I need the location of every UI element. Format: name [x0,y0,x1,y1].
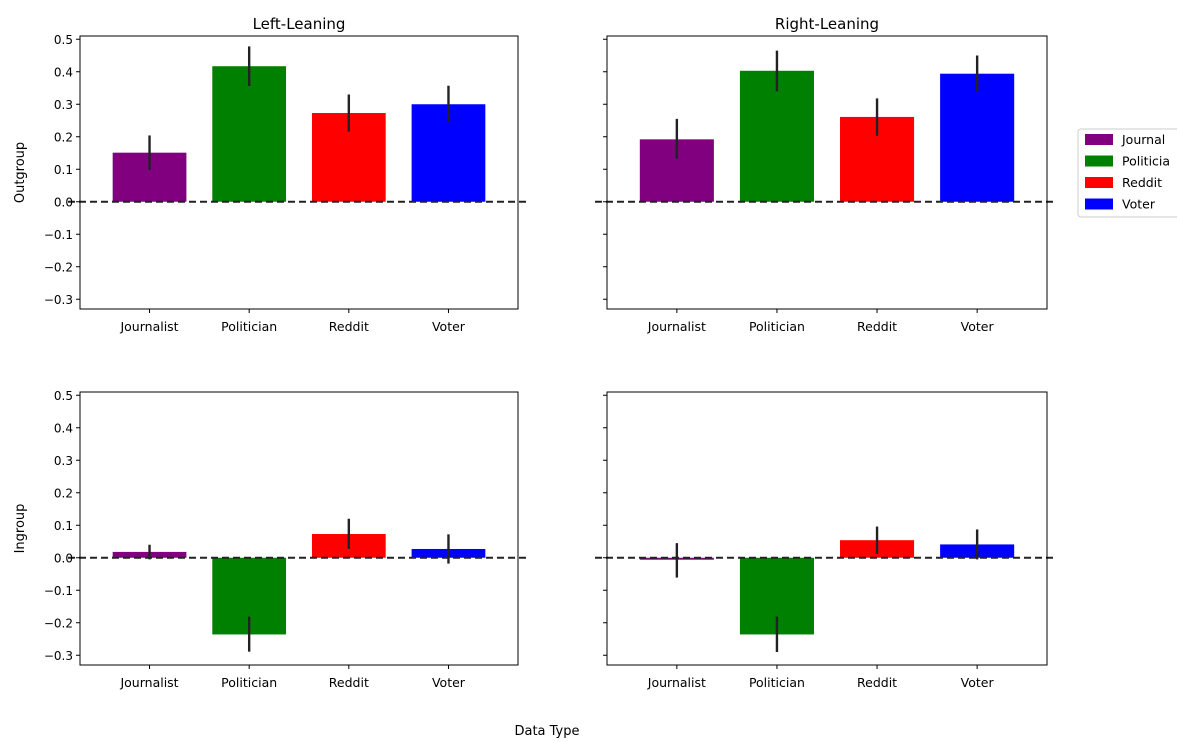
legend-label-voter: Voter [1122,197,1156,212]
y-tick-label: −0.2 [44,616,73,630]
x-tick-label: Journalist [647,319,706,334]
legend-swatch-politician [1085,155,1113,167]
x-tick-label: Voter [961,675,995,690]
y-tick-label: −0.1 [44,584,73,598]
legend-swatch-voter [1085,198,1113,210]
x-tick-label: Journalist [647,675,706,690]
x-tick-label: Voter [961,319,995,334]
panel-4: Journalist Politician Reddit Voter [595,391,1055,690]
y-tick-label: 0.1 [54,163,73,177]
panel-2: Journalist Politician Reddit Voter Right-Lea… [595,15,1055,334]
x-tick-label: Voter [432,675,466,690]
legend-label-journalist: Journal [1121,132,1165,147]
x-tick-label: Reddit [857,675,897,690]
x-tick-label: Voter [432,319,466,334]
bar-politician [212,66,287,202]
x-tick-label: Reddit [857,319,897,334]
y-tick-label: 0.5 [54,33,73,47]
legend-label-politician: Politicia [1122,154,1170,169]
panel-title: Right-Leaning [775,15,879,33]
y-axis-label: Ingroup [13,504,28,554]
y-tick-label: 0.0 [54,551,73,565]
panel-1: 0.5 0.4 0.3 0.2 0.1 0.0 −0.1 −0.2 −0.3 Journalist… [13,15,526,334]
legend-swatch-reddit [1085,177,1113,188]
x-tick-label: Politician [221,675,277,690]
legend-swatch-journalist [1085,134,1113,145]
panels-layer: 0.5 0.4 0.3 0.2 0.1 0.0 −0.1 −0.2 −0.3 Journalist… [13,15,1055,690]
y-tick-label: 0.2 [54,130,73,144]
axes-frame [606,35,1048,310]
axes-frame [606,391,1048,666]
y-tick-label: −0.3 [44,649,73,663]
legend: Journal Politicia Reddit Voter [1077,128,1177,218]
y-tick-label: −0.2 [44,260,73,274]
y-tick-label: 0.3 [54,98,73,112]
bar-voter [940,73,1015,202]
y-tick-label: 0.1 [54,519,73,533]
panel-title: Left-Leaning [253,15,346,33]
y-tick-label: 0.2 [54,486,73,500]
y-tick-label: 0.3 [54,454,73,468]
x-tick-label: Journalist [119,319,178,334]
x-axis-label: Data Type [514,724,579,739]
axes-frame [79,391,519,666]
y-tick-label: −0.3 [44,293,73,307]
axes-frame [79,35,519,310]
legend-label-reddit: Reddit [1122,175,1162,190]
x-tick-label: Journalist [119,675,178,690]
y-tick-label: 0.4 [54,65,73,79]
y-tick-label: 0.0 [54,195,73,209]
y-tick-label: 0.5 [54,389,73,403]
x-tick-label: Politician [221,319,277,334]
bar-politician [739,70,814,202]
x-tick-label: Politician [749,675,805,690]
panel-3: 0.5 0.4 0.3 0.2 0.1 0.0 −0.1 −0.2 −0.3 Journalist… [13,389,526,690]
y-axis-label: Outgroup [13,142,28,203]
y-tick-label: 0.4 [54,421,73,435]
legend-frame [1077,128,1177,218]
y-tick-label: −0.1 [44,228,73,242]
x-tick-label: Reddit [329,319,369,334]
x-tick-label: Politician [749,319,805,334]
x-tick-label: Reddit [329,675,369,690]
